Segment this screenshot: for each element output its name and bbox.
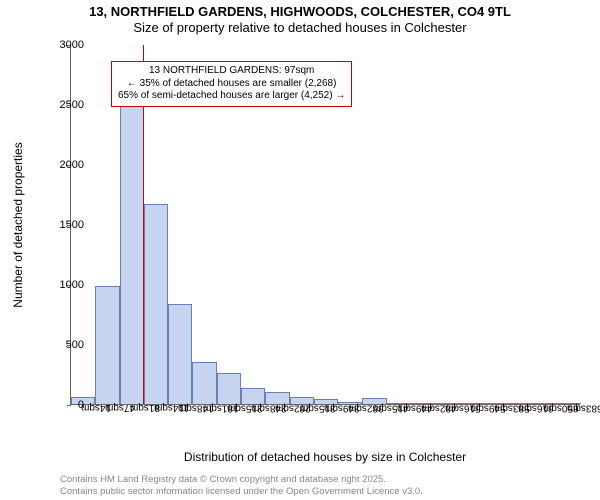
y-tick-label: 3000 [34,39,84,51]
plot-area: 13 NORTHFIELD GARDENS: 97sqm← 35% of det… [70,45,580,405]
histogram-bar [95,286,119,404]
annotation-line2: ← 35% of detached houses are smaller (2,… [118,78,345,91]
footer-attribution: Contains HM Land Registry data © Crown c… [60,474,423,497]
y-axis-label: Number of detached properties [11,142,25,307]
histogram-bar [168,304,192,404]
y-tick-label: 0 [34,399,84,411]
histogram-bar [120,106,144,404]
histogram-bar [192,362,216,404]
y-tick-label: 2000 [34,159,84,171]
footer-line2: Contains public sector information licen… [60,486,423,497]
annotation-line3: 65% of semi-detached houses are larger (… [118,90,345,103]
histogram-bar [144,204,168,404]
annotation-line1: 13 NORTHFIELD GARDENS: 97sqm [118,65,345,78]
chart-title: 13, NORTHFIELD GARDENS, HIGHWOODS, COLCH… [0,4,600,19]
chart-title-block: 13, NORTHFIELD GARDENS, HIGHWOODS, COLCH… [0,4,600,35]
annotation-box: 13 NORTHFIELD GARDENS: 97sqm← 35% of det… [111,61,352,107]
y-tick-label: 1500 [34,219,84,231]
histogram-bar [217,373,241,404]
x-axis-label: Distribution of detached houses by size … [70,450,580,464]
y-tick-label: 1000 [34,279,84,291]
footer-line1: Contains HM Land Registry data © Crown c… [60,474,423,485]
y-tick-label: 2500 [34,99,84,111]
histogram-chart: 13, NORTHFIELD GARDENS, HIGHWOODS, COLCH… [0,0,600,500]
y-tick-label: 500 [34,339,84,351]
chart-subtitle: Size of property relative to detached ho… [0,20,600,35]
